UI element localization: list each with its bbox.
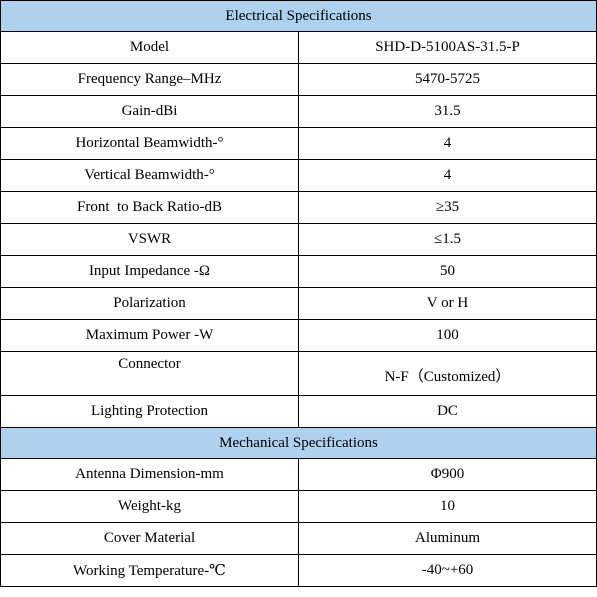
section-header-electrical: Electrical Specifications xyxy=(0,0,597,32)
table-row: Frequency Range–MHz 5470-5725 xyxy=(0,63,597,96)
section-title: Electrical Specifications xyxy=(0,0,597,32)
spec-label: Working Temperature-℃ xyxy=(0,554,299,587)
spec-value: 10 xyxy=(298,490,597,523)
spec-value: V or H xyxy=(298,287,597,320)
spec-label: Maximum Power -W xyxy=(0,319,299,352)
table-row: Gain-dBi 31.5 xyxy=(0,95,597,128)
table-row: Maximum Power -W 100 xyxy=(0,319,597,352)
table-row: Front to Back Ratio-dB ≥35 xyxy=(0,191,597,224)
spec-value: SHD-D-5100AS-31.5-P xyxy=(298,31,597,64)
table-row: Connector N-F（Customized） xyxy=(0,351,597,396)
spec-value: 4 xyxy=(298,127,597,160)
spec-value: N-F（Customized） xyxy=(298,351,597,396)
spec-label: Input Impedance -Ω xyxy=(0,255,299,288)
spec-value: Aluminum xyxy=(298,522,597,555)
section-title: Mechanical Specifications xyxy=(0,427,597,459)
spec-label: Weight-kg xyxy=(0,490,299,523)
table-row: Working Temperature-℃ -40~+60 xyxy=(0,554,597,587)
spec-value: -40~+60 xyxy=(298,554,597,587)
table-row: Cover Material Aluminum xyxy=(0,522,597,555)
spec-label: Lighting Protection xyxy=(0,395,299,428)
table-row: Polarization V or H xyxy=(0,287,597,320)
spec-label: Connector xyxy=(0,351,299,396)
section-header-mechanical: Mechanical Specifications xyxy=(0,427,597,459)
spec-value: 50 xyxy=(298,255,597,288)
spec-label: Model xyxy=(0,31,299,64)
spec-value: DC xyxy=(298,395,597,428)
table-row: Model SHD-D-5100AS-31.5-P xyxy=(0,31,597,64)
spec-value: 100 xyxy=(298,319,597,352)
spec-value: 4 xyxy=(298,159,597,192)
table-row: Input Impedance -Ω 50 xyxy=(0,255,597,288)
spec-value: Φ900 xyxy=(298,458,597,491)
spec-label: Front to Back Ratio-dB xyxy=(0,191,299,224)
table-row: VSWR ≤1.5 xyxy=(0,223,597,256)
spec-value: 5470-5725 xyxy=(298,63,597,96)
spec-label: Frequency Range–MHz xyxy=(0,63,299,96)
table-row: Weight-kg 10 xyxy=(0,490,597,523)
table-row: Horizontal Beamwidth-° 4 xyxy=(0,127,597,160)
table-row: Vertical Beamwidth-° 4 xyxy=(0,159,597,192)
spec-label: VSWR xyxy=(0,223,299,256)
table-row: Lighting Protection DC xyxy=(0,395,597,428)
spec-value: ≤1.5 xyxy=(298,223,597,256)
spec-label: Cover Material xyxy=(0,522,299,555)
spec-label: Antenna Dimension-mm xyxy=(0,458,299,491)
spec-label: Gain-dBi xyxy=(0,95,299,128)
spec-label: Vertical Beamwidth-° xyxy=(0,159,299,192)
spec-label: Horizontal Beamwidth-° xyxy=(0,127,299,160)
spec-value: ≥35 xyxy=(298,191,597,224)
spec-label: Polarization xyxy=(0,287,299,320)
spec-value: 31.5 xyxy=(298,95,597,128)
table-row: Antenna Dimension-mm Φ900 xyxy=(0,458,597,491)
